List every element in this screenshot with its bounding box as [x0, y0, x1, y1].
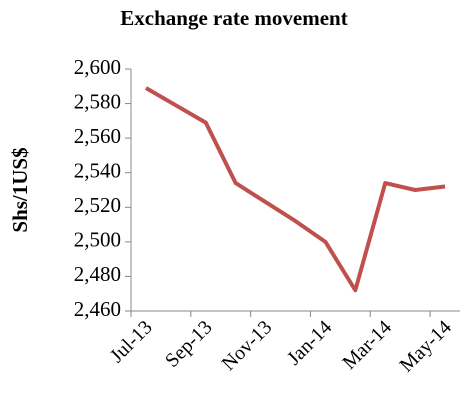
x-tick-label: Sep-13	[161, 316, 217, 372]
line-series	[144, 86, 446, 293]
chart-title: Exchange rate movement	[120, 6, 347, 30]
y-axis-label: Shs/1US$	[8, 147, 32, 232]
x-tick-label: Jan-14	[283, 316, 336, 369]
y-tick-label: 2,580	[74, 89, 121, 113]
x-tick-label: May-14	[395, 316, 455, 376]
x-tick-label: Nov-13	[218, 316, 277, 375]
x-tick-label: Mar-14	[338, 316, 396, 374]
x-tick-label: Jul-13	[106, 316, 157, 367]
y-tick-label: 2,560	[74, 124, 121, 148]
y-tick-label: 2,540	[74, 159, 121, 183]
y-tick-label: 2,500	[74, 228, 121, 252]
y-tick-label: 2,480	[74, 262, 121, 286]
y-tick-label: 2,460	[74, 297, 121, 321]
y-tick-label: 2,520	[74, 193, 121, 217]
y-tick-label: 2,600	[74, 55, 121, 79]
